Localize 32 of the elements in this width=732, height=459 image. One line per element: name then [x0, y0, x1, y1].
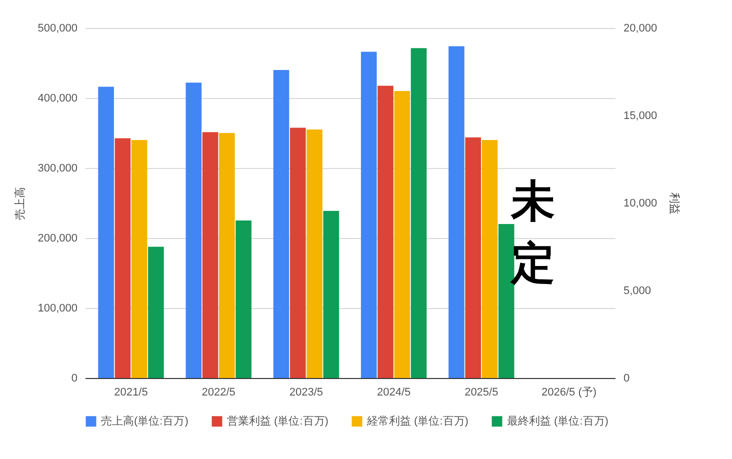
legend-label: 営業利益 (単位:百万)	[227, 414, 328, 428]
x-tick-label: 2023/5	[289, 386, 324, 398]
y-tick-label: 200,000	[38, 232, 78, 244]
y-axis-title: 売上高	[14, 187, 27, 220]
y2-tick-label: 20,000	[624, 22, 658, 34]
bar	[482, 140, 498, 378]
y2-tick-label: 15,000	[624, 110, 658, 122]
x-tick-label: 2022/5	[202, 386, 236, 398]
x-tick-label: 2024/5	[376, 386, 411, 398]
x-tick-label: 2025/5	[464, 386, 498, 398]
bar	[410, 48, 427, 378]
bar	[236, 220, 252, 378]
legend-label: 最終利益 (単位:百万)	[507, 414, 608, 428]
legend-label: 売上高(単位:百万)	[101, 414, 188, 428]
x-tick-label: 2021/5	[114, 386, 148, 398]
y2-tick-label: 10,000	[624, 198, 658, 210]
x-tick-label: 2026/5 (予)	[541, 386, 597, 398]
y-tick-label: 500,000	[38, 22, 78, 34]
y2-tick-label: 5,000	[624, 285, 652, 297]
y2-axis-title: 利益	[668, 192, 682, 214]
bar	[394, 91, 410, 378]
y-tick-label: 400,000	[38, 92, 78, 104]
bar	[131, 140, 148, 378]
legend-label: 経常利益 (単位:百万)	[366, 414, 468, 428]
y-tick-label: 300,000	[38, 162, 78, 174]
y2-tick-label: 0	[624, 372, 630, 384]
bar	[323, 210, 340, 378]
bar	[306, 130, 322, 378]
bar	[219, 133, 235, 378]
y-tick-label: 0	[71, 372, 78, 384]
y-tick-label: 100,000	[38, 302, 78, 314]
bar	[148, 246, 164, 378]
